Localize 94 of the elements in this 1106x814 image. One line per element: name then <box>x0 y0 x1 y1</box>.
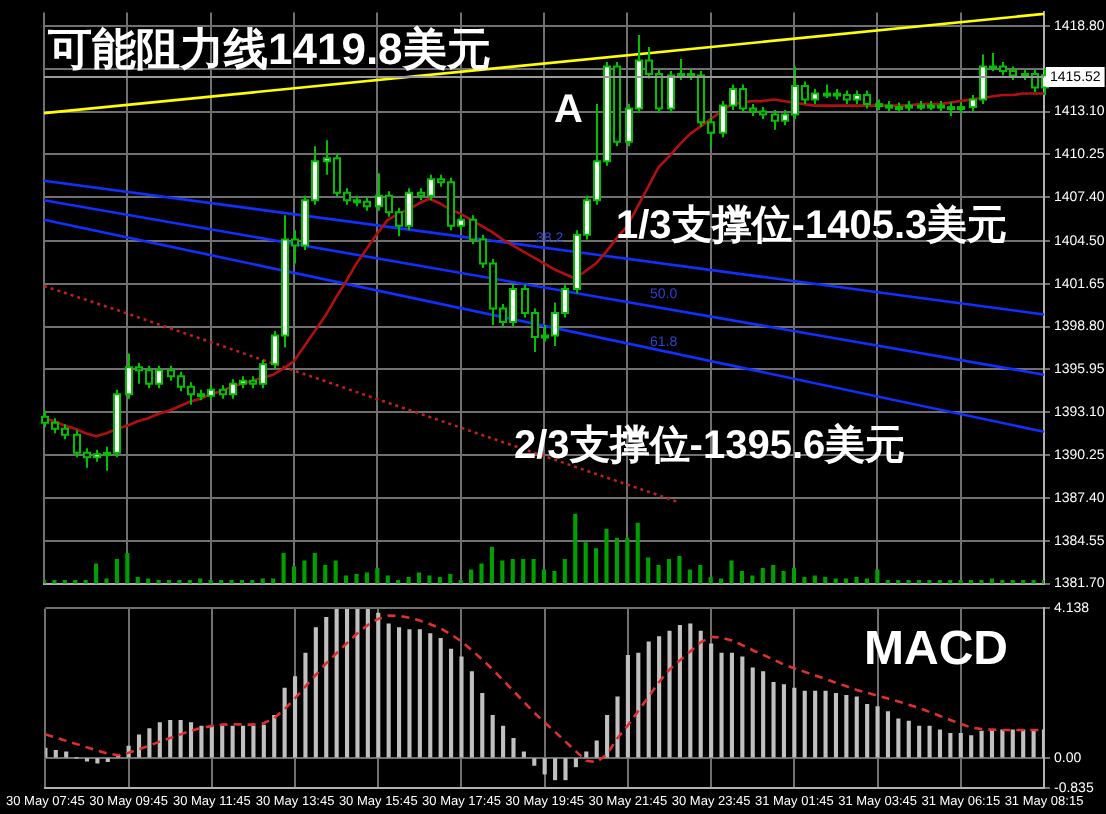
bar <box>230 725 235 758</box>
bar <box>95 758 100 764</box>
bar <box>438 638 443 758</box>
bar <box>927 725 932 758</box>
bar <box>272 714 277 758</box>
bar <box>625 654 630 758</box>
bar <box>937 729 943 758</box>
bar <box>490 714 495 758</box>
bar <box>709 643 714 758</box>
bar <box>802 690 807 758</box>
bar <box>199 725 204 758</box>
bar <box>906 720 911 758</box>
bar <box>1031 729 1036 758</box>
bar <box>469 671 474 758</box>
bar <box>688 623 693 758</box>
bar <box>324 617 329 758</box>
bar <box>605 714 610 758</box>
bar <box>761 671 766 758</box>
bar <box>334 609 339 758</box>
bar <box>428 633 433 758</box>
bar <box>313 627 318 758</box>
bar <box>573 758 578 768</box>
bar <box>594 740 599 758</box>
bar <box>854 696 859 758</box>
bar <box>740 656 745 758</box>
annotation: 2/3支撑位-1395.6美元 <box>514 422 906 468</box>
bar <box>636 652 641 758</box>
bar <box>480 692 485 758</box>
bar <box>781 684 787 758</box>
bar <box>344 609 350 758</box>
bar <box>813 690 818 758</box>
bar <box>657 636 662 758</box>
bar <box>501 725 506 758</box>
bar <box>157 722 162 758</box>
bar <box>698 630 703 758</box>
bar <box>885 711 891 758</box>
bar <box>64 751 69 758</box>
bar <box>355 609 360 758</box>
bar <box>449 648 454 758</box>
bar <box>646 641 651 758</box>
bar <box>417 629 422 758</box>
bar <box>615 696 620 758</box>
bar <box>979 730 984 758</box>
bar <box>459 656 464 758</box>
bar <box>719 652 724 758</box>
bar <box>1010 729 1015 758</box>
bar <box>397 627 402 758</box>
bar <box>833 692 839 758</box>
bar <box>553 758 558 781</box>
bar <box>532 758 537 766</box>
bar <box>771 682 776 758</box>
bar <box>823 690 828 758</box>
annotation: MACD <box>864 622 1008 676</box>
bar <box>1021 729 1026 758</box>
bar <box>365 609 370 758</box>
bar <box>917 725 922 758</box>
bar <box>251 725 256 758</box>
bar <box>240 725 246 758</box>
bar <box>844 695 849 758</box>
bar <box>292 676 298 758</box>
bar <box>511 738 516 758</box>
bar <box>188 722 194 758</box>
bar <box>386 623 391 758</box>
bar <box>896 718 901 758</box>
bar <box>948 732 953 758</box>
bar <box>376 612 381 758</box>
bar <box>969 735 974 758</box>
annotation: A <box>554 88 583 132</box>
bar <box>220 725 225 758</box>
bar <box>136 734 142 758</box>
bar <box>178 719 183 758</box>
bar <box>282 687 287 758</box>
bar <box>865 704 870 758</box>
bar <box>584 751 589 758</box>
bar <box>729 652 734 758</box>
bar <box>563 758 568 781</box>
bar <box>875 706 880 758</box>
bar <box>989 729 995 758</box>
bar <box>53 749 58 758</box>
bar <box>209 725 214 758</box>
bar <box>667 630 672 758</box>
bar <box>542 758 547 775</box>
bar <box>1000 729 1005 758</box>
bar <box>750 667 755 758</box>
chart-title: 可能阻力线1419.8美元 <box>46 24 491 74</box>
bar <box>168 719 173 758</box>
bar <box>677 625 682 758</box>
bar <box>303 652 308 758</box>
bar <box>147 728 152 758</box>
bar <box>792 687 797 758</box>
bar <box>261 724 266 758</box>
bar <box>521 751 526 758</box>
bar <box>958 732 963 758</box>
bar <box>407 629 412 758</box>
